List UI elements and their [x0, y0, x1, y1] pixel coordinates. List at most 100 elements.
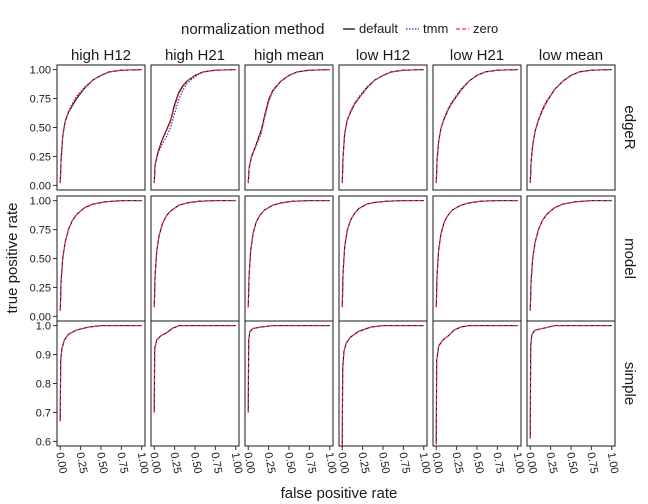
x-tick-label-low-mean-0: 0.00 — [523, 451, 539, 474]
roc-line-zero-model-low-mean — [529, 200, 612, 311]
column-strip-low-h21: low H21 — [450, 47, 504, 64]
panel-edger-low-h21 — [432, 64, 522, 191]
y-tick-label-simple-1: 0.7 — [36, 407, 51, 419]
row-strip-simple: simple — [621, 362, 638, 405]
roc-line-default-edger-high-h21 — [153, 69, 236, 184]
panel-edger-low-h21-frame — [432, 64, 522, 191]
column-strip-high-h12: high H12 — [71, 47, 131, 64]
panel-edger-low-mean — [526, 64, 616, 191]
roc-line-zero-simple-high-h21 — [153, 325, 236, 413]
x-tick-label-high-h12-0: 0.00 — [53, 451, 69, 474]
roc-line-zero-edger-low-h12 — [341, 69, 424, 184]
roc-line-tmm-edger-high-h21 — [153, 69, 236, 184]
column-strip-low-h12: low H12 — [356, 47, 410, 64]
x-tick-label-low-h21-3: 0.75 — [490, 451, 506, 474]
row-strip-edger: edgeR — [621, 105, 638, 149]
y-tick-label-simple-2: 0.8 — [36, 379, 51, 391]
roc-line-zero-model-high-h21 — [153, 200, 236, 308]
legend-label-default: default — [359, 21, 398, 36]
panel-simple-high-h12-frame — [56, 320, 146, 447]
panel-simple-low-h12: 0.00 0.25 0.50 0.75 1.00 — [335, 320, 433, 475]
roc-line-zero-model-low-h12 — [341, 200, 424, 308]
y-tick-label-model-4: 1.00 — [30, 196, 51, 208]
legend-title: normalization method — [181, 21, 324, 38]
panel-model-low-h21 — [432, 195, 522, 322]
y-tick-label-edger-0: 0.00 — [30, 180, 51, 192]
x-tick-label-low-h12-2: 0.50 — [376, 451, 392, 474]
column-strip-high-mean: high mean — [254, 47, 324, 64]
y-tick-label-simple-3: 0.9 — [36, 350, 51, 362]
legend-entry-default: default — [343, 21, 398, 36]
x-tick-label-low-h21-0: 0.00 — [429, 451, 445, 474]
y-tick-label-edger-2: 0.50 — [30, 123, 51, 135]
y-tick-label-model-0: 0.00 — [30, 311, 51, 323]
y-axis-title: true positive rate — [4, 203, 21, 314]
roc-line-tmm-simple-high-h12 — [59, 325, 142, 422]
roc-line-zero-model-high-mean — [247, 200, 330, 308]
column-strip-low-mean: low mean — [539, 47, 603, 64]
panel-edger-high-mean-frame — [244, 64, 334, 191]
column-strip-high-h21: high H21 — [165, 47, 225, 64]
panel-simple-high-mean-frame — [244, 320, 334, 447]
panel-simple-low-h21: 0.00 0.25 0.50 0.75 1.00 — [429, 320, 526, 475]
x-tick-label-low-mean-1: 0.25 — [544, 451, 560, 474]
x-tick-label-high-mean-2: 0.50 — [282, 451, 298, 474]
y-tick-label-model-3: 0.75 — [30, 225, 51, 237]
x-tick-label-low-h12-0: 0.00 — [335, 451, 351, 474]
y-tick-label-edger-1: 0.25 — [30, 151, 51, 163]
x-tick-label-high-h12-1: 0.25 — [74, 451, 90, 474]
panel-simple-high-h21: 0.00 0.25 0.50 0.75 1.00 — [147, 320, 245, 475]
row-strip-model: model — [621, 238, 638, 279]
x-tick-label-high-h12-2: 0.50 — [94, 451, 110, 474]
x-tick-label-high-h21-2: 0.50 — [188, 451, 204, 474]
y-tick-label-model-1: 0.25 — [30, 282, 51, 294]
x-tick-label-low-mean-2: 0.50 — [564, 451, 580, 474]
legend-entry-zero: zero — [456, 21, 498, 36]
panel-model-low-h12 — [338, 195, 428, 322]
legend: normalization method default tmm zero — [181, 21, 498, 38]
panel-grid: high H12 high H21 high mean low H12 low H21 l… — [30, 47, 638, 475]
x-tick-label-low-h21-1: 0.25 — [450, 451, 466, 474]
x-axis-title: false positive rate — [281, 485, 398, 502]
panel-simple-high-h12: 0.00 0.25 0.50 0.75 1.00 — [53, 320, 151, 475]
panel-edger-high-h12-frame — [56, 64, 146, 191]
roc-line-zero-simple-high-mean — [247, 325, 330, 413]
panel-simple-low-h21-frame — [432, 320, 522, 447]
x-tick-label-high-h12-4: 1.00 — [135, 451, 151, 474]
roc-line-zero-edger-low-h21 — [435, 69, 518, 184]
x-tick-label-high-h21-3: 0.75 — [208, 451, 224, 474]
x-tick-label-high-h12-3: 0.75 — [114, 451, 130, 474]
x-tick-label-high-h21-0: 0.00 — [147, 451, 163, 474]
x-tick-label-high-mean-3: 0.75 — [302, 451, 318, 474]
roc-line-zero-edger-high-mean — [247, 69, 330, 184]
roc-line-zero-simple-low-h12 — [341, 325, 424, 448]
panel-model-high-mean-frame — [244, 195, 334, 322]
y-tick-label-edger-3: 0.75 — [30, 94, 51, 106]
x-tick-label-low-mean-4: 1.00 — [605, 451, 621, 474]
panel-edger-low-mean-frame — [526, 64, 616, 191]
y-tick-label-simple-4: 1.0 — [36, 321, 51, 333]
panel-edger-high-h21 — [150, 64, 240, 191]
x-tick-label-low-h12-4: 1.00 — [417, 451, 433, 474]
x-tick-label-low-h12-3: 0.75 — [396, 451, 412, 474]
x-tick-label-high-mean-0: 0.00 — [241, 451, 257, 474]
panel-simple-low-mean-frame — [526, 320, 616, 447]
roc-line-zero-simple-low-h21 — [435, 325, 518, 445]
panel-simple-low-h12-frame — [338, 320, 428, 447]
x-tick-label-high-h21-4: 1.00 — [229, 451, 245, 474]
panel-model-low-mean-frame — [526, 195, 616, 322]
panel-model-low-h21-frame — [432, 195, 522, 322]
panel-model-low-h12-frame — [338, 195, 428, 322]
y-tick-label-edger-4: 1.00 — [30, 65, 51, 77]
panel-model-high-h12 — [56, 195, 146, 322]
legend-label-tmm: tmm — [423, 21, 448, 36]
roc-line-zero-model-high-h12 — [59, 200, 142, 311]
panel-edger-high-mean — [244, 64, 334, 191]
roc-line-zero-edger-high-h21 — [153, 69, 236, 184]
panel-edger-high-h12 — [56, 64, 146, 191]
x-tick-label-low-mean-3: 0.75 — [584, 451, 600, 474]
x-tick-label-low-h12-1: 0.25 — [356, 451, 372, 474]
y-tick-label-model-2: 0.50 — [30, 254, 51, 266]
x-tick-label-high-h21-1: 0.25 — [168, 451, 184, 474]
